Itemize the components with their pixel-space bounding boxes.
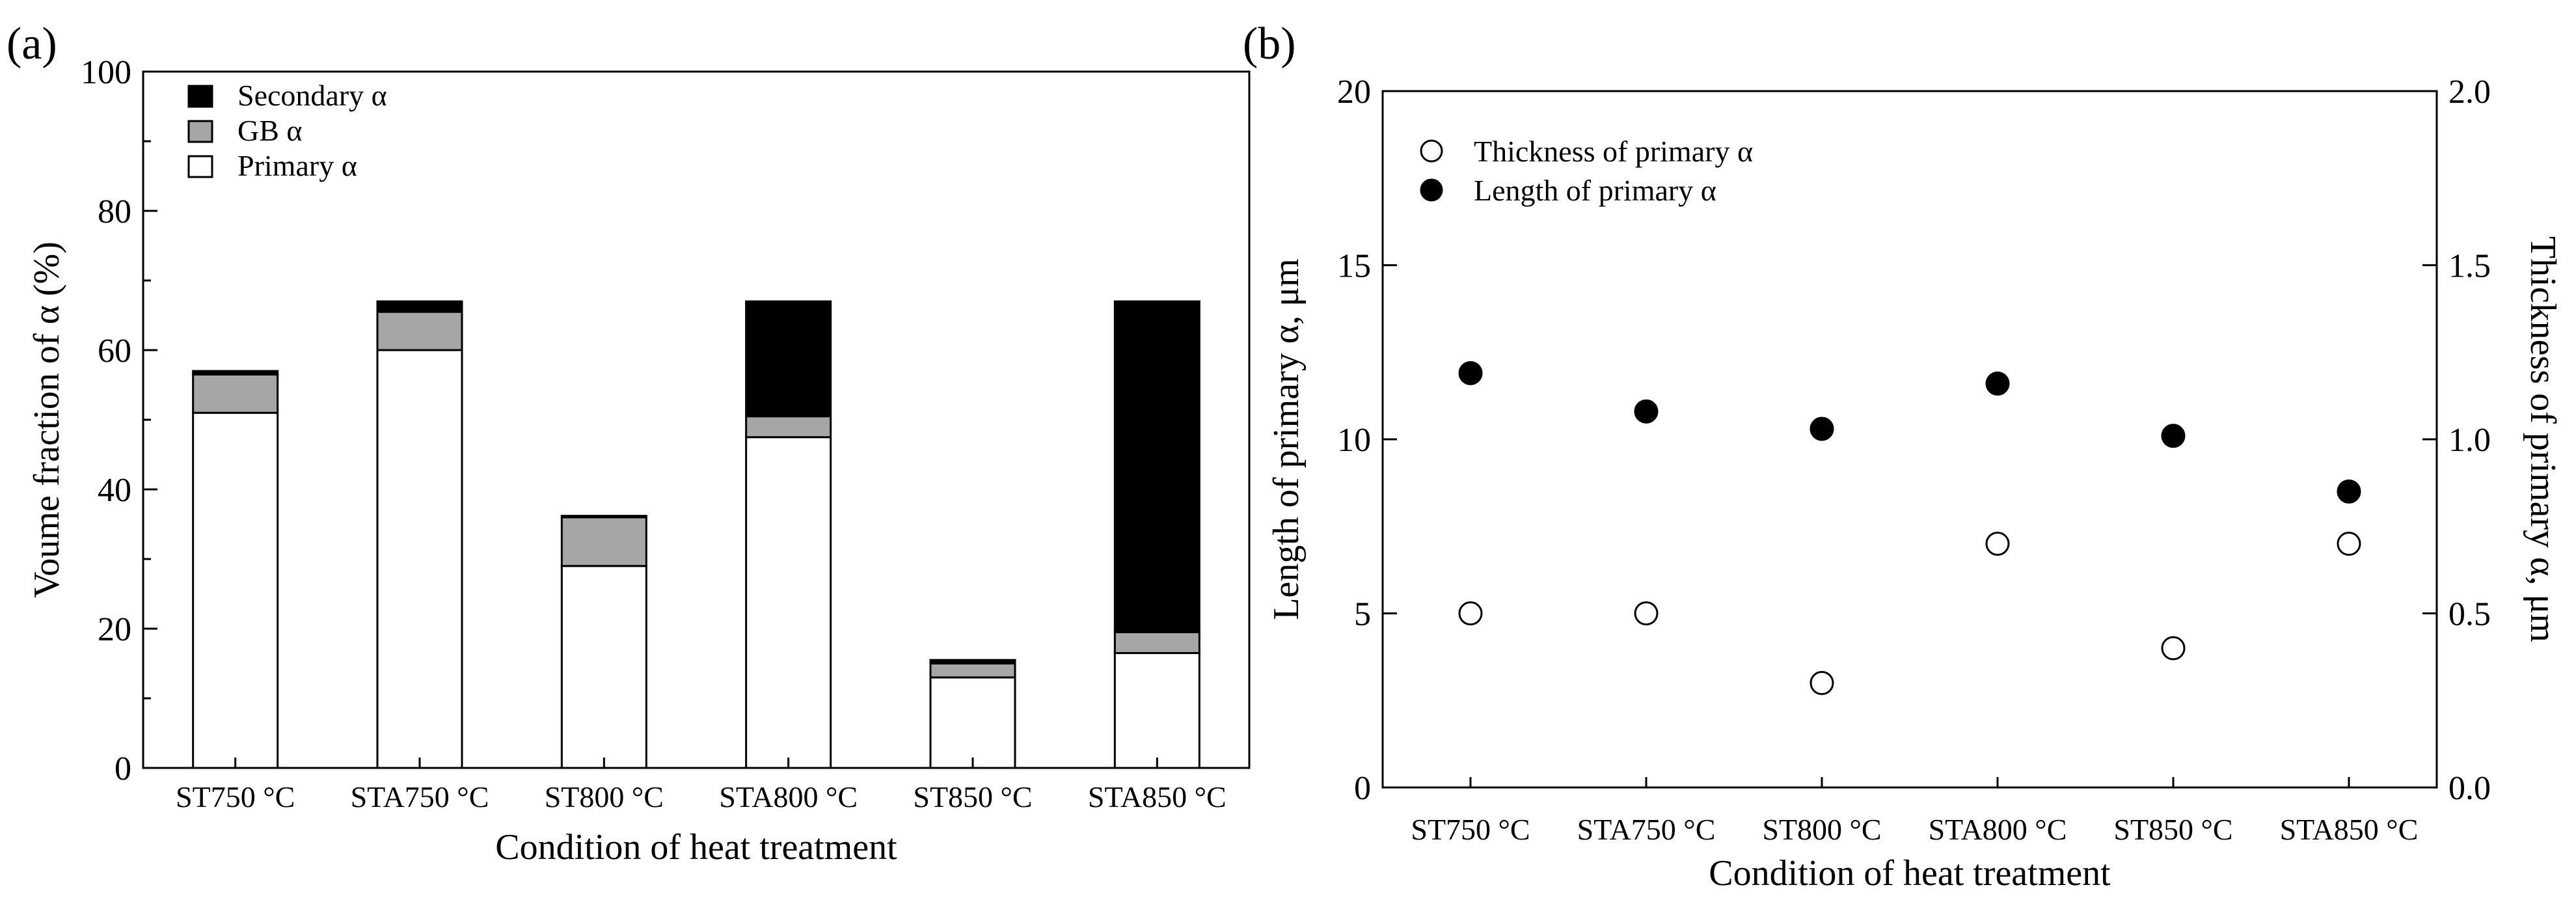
legend-swatch [187,155,213,178]
legend-label: Secondary α [237,79,387,112]
panel-b-left-axis-title: Length of primary α, μm [1266,258,1307,620]
y-tick-label-right: 0.0 [2448,770,2491,807]
panel-b-legend: Thickness of primary α Length of primary … [1420,135,1753,207]
x-tick-label: STA750 °C [1577,813,1716,846]
panel-b-x-axis-title: Condition of heat treatment [1709,853,2111,894]
point-thickness [1634,601,1659,625]
point-length [2161,424,2186,448]
panel-a-y-axis: 0 20 40 60 80 100 [81,54,157,787]
bar-segment [560,515,647,519]
y-tick-label-left: 0 [1354,770,1371,807]
bar-segment [560,565,647,769]
panel-b-y-axes: 0 5 10 15 20 0.0 0.5 1.0 1.5 2.0 [1337,74,2491,807]
point-thickness [1985,532,2010,556]
y-tick-label: 60 [98,333,131,370]
bar-segment [1113,631,1200,654]
point-length [1458,361,1483,385]
bar-segment [192,373,279,414]
panel-a-x-axis-title: Condition of heat treatment [495,827,897,868]
legend-label: Length of primary α [1474,174,1716,207]
x-tick-label: STA750 °C [351,780,489,813]
x-tick-label: ST750 °C [176,780,295,813]
x-tick-label: ST800 °C [545,780,664,813]
x-tick-label: ST850 °C [2113,813,2232,846]
panel-a: (a) 0 20 40 60 80 100 ST750 °C STA750 °C ST800 … [7,19,1251,868]
bar-segment [560,516,647,567]
legend-swatch [187,120,213,143]
legend-swatch [187,85,213,108]
bar-segment [1113,300,1200,633]
panel-a-x-tick-labels: ST750 °C STA750 °C ST800 °C STA800 °C ST850 … [176,758,1227,813]
y-tick-label: 80 [98,193,131,230]
y-tick-label-left: 15 [1337,248,1371,285]
bar-segment [929,659,1016,665]
y-tick-label: 40 [98,472,131,509]
legend-label: Primary α [237,149,357,182]
bar-segment [745,436,832,769]
bar-segment [1113,651,1200,769]
legend-marker [1420,178,1443,202]
point-length [1810,417,1834,441]
y-tick-label-right: 0.5 [2448,596,2491,633]
panel-b: (b) 0 5 10 15 20 0.0 0.5 1.0 1.5 2.0 ST750 °C STA7… [1243,19,2563,894]
y-tick-label: 20 [98,611,131,648]
panel-a-y-axis-title: Voume fraction of α (%) [27,241,67,598]
point-thickness [1458,601,1483,625]
panel-a-bars [192,300,1200,769]
point-length [2337,479,2361,504]
panel-b-label: (b) [1243,19,1296,69]
point-thickness [2337,532,2361,556]
y-tick-label-right: 1.0 [2448,422,2491,459]
bar-segment [745,300,832,418]
point-thickness [1810,671,1834,695]
legend-label: GB α [237,114,303,147]
y-tick-label: 100 [81,54,131,91]
panel-b-right-axis-title: Thickness of primary α, μm [2523,236,2563,642]
x-tick-label: STA850 °C [1088,780,1227,813]
bar-segment [929,676,1016,769]
bar-segment [376,300,463,313]
panel-a-label: (a) [7,19,57,69]
legend-marker [1420,139,1443,163]
x-tick-label: ST750 °C [1411,813,1530,846]
bar-segment [192,411,279,769]
x-tick-label: ST800 °C [1762,813,1881,846]
y-tick-label-left: 5 [1354,596,1371,633]
bar-segment [376,310,463,351]
x-tick-label: STA800 °C [1929,813,2067,846]
point-thickness [2161,636,2186,661]
point-length [1634,399,1659,424]
x-tick-label: STA850 °C [2280,813,2419,846]
point-length [1985,371,2010,396]
y-tick-label-left: 20 [1337,74,1371,111]
panel-b-points [1458,361,2361,695]
y-tick-label-left: 10 [1337,422,1371,459]
y-tick-label-right: 2.0 [2448,74,2491,111]
bar-segment [745,415,832,439]
x-tick-label: STA800 °C [719,780,858,813]
y-tick-label: 0 [115,750,131,787]
bar-segment [929,663,1016,679]
y-tick-label-right: 1.5 [2448,248,2491,285]
panel-b-x-tick-labels: ST750 °C STA750 °C ST800 °C STA800 °C ST850 … [1411,777,2418,846]
bar-segment [376,349,463,769]
x-tick-label: ST850 °C [913,780,1032,813]
legend-label: Thickness of primary α [1474,135,1753,168]
bar-segment [192,370,279,376]
